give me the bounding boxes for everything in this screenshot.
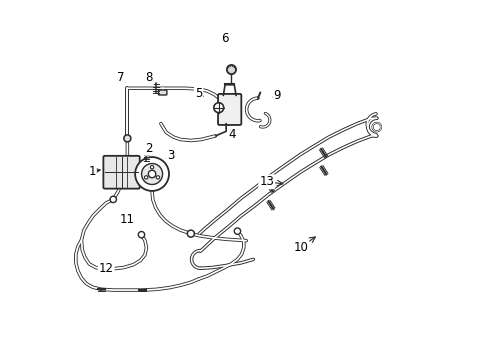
Text: 3: 3 <box>166 149 174 162</box>
FancyBboxPatch shape <box>103 156 140 189</box>
Circle shape <box>213 103 223 113</box>
Text: 5: 5 <box>195 87 202 100</box>
Circle shape <box>150 166 153 169</box>
Circle shape <box>156 176 159 179</box>
Circle shape <box>135 157 169 191</box>
Text: 12: 12 <box>99 262 114 275</box>
Text: 11: 11 <box>120 213 135 226</box>
Text: 9: 9 <box>273 89 280 102</box>
Text: 7: 7 <box>116 71 124 84</box>
Circle shape <box>110 196 116 203</box>
Text: 6: 6 <box>221 32 228 45</box>
Circle shape <box>144 176 147 179</box>
Text: 8: 8 <box>145 71 153 84</box>
Circle shape <box>138 231 144 238</box>
Text: 1: 1 <box>88 165 96 178</box>
Circle shape <box>148 170 156 178</box>
Text: 4: 4 <box>228 128 235 141</box>
Circle shape <box>142 163 162 185</box>
Text: 10: 10 <box>293 240 308 253</box>
Text: 13: 13 <box>259 175 274 188</box>
Circle shape <box>226 65 236 74</box>
Circle shape <box>187 230 194 237</box>
FancyBboxPatch shape <box>218 94 241 125</box>
Circle shape <box>99 266 105 272</box>
FancyBboxPatch shape <box>158 90 166 95</box>
Text: 2: 2 <box>144 142 152 155</box>
Circle shape <box>234 228 240 234</box>
Circle shape <box>123 135 131 142</box>
